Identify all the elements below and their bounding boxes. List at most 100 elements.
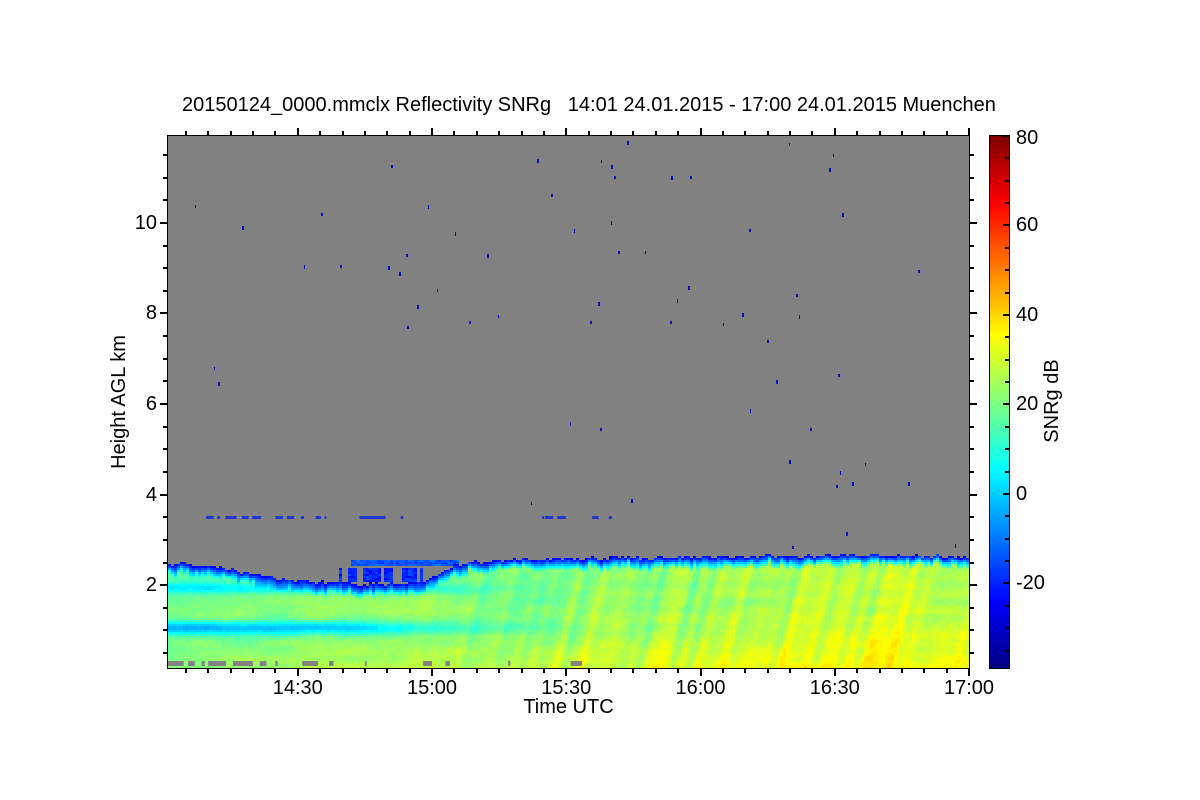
y-major-tick bbox=[970, 403, 977, 406]
colorbar-minor-tick bbox=[1005, 336, 1009, 339]
y-minor-tick bbox=[163, 199, 167, 202]
x-minor-tick bbox=[520, 131, 523, 135]
x-minor-tick bbox=[252, 669, 255, 673]
y-minor-tick bbox=[970, 244, 974, 247]
y-minor-tick bbox=[970, 199, 974, 202]
y-major-tick bbox=[970, 584, 977, 587]
y-minor-tick bbox=[163, 176, 167, 179]
x-minor-tick bbox=[744, 669, 747, 673]
x-minor-tick bbox=[498, 669, 501, 673]
y-major-tick bbox=[970, 221, 977, 224]
y-minor-tick bbox=[970, 538, 974, 541]
x-minor-tick bbox=[856, 669, 859, 673]
x-minor-tick bbox=[654, 669, 657, 673]
y-minor-tick bbox=[970, 516, 974, 519]
x-major-tick bbox=[833, 128, 836, 135]
x-minor-tick bbox=[341, 669, 344, 673]
x-minor-tick bbox=[945, 669, 948, 673]
x-tick-label: 16:00 bbox=[675, 677, 726, 699]
colorbar-major-tick bbox=[1003, 313, 1009, 316]
x-minor-tick bbox=[319, 131, 322, 135]
x-minor-tick bbox=[789, 131, 791, 135]
x-minor-tick bbox=[900, 131, 903, 135]
heatmap-canvas bbox=[168, 136, 969, 668]
y-major-tick bbox=[160, 312, 167, 315]
x-minor-tick bbox=[207, 669, 210, 673]
x-minor-tick bbox=[319, 669, 322, 673]
x-minor-tick bbox=[542, 669, 545, 673]
colorbar bbox=[989, 135, 1010, 669]
x-minor-tick bbox=[900, 669, 903, 673]
y-minor-tick bbox=[970, 448, 974, 451]
colorbar-major-tick bbox=[1003, 492, 1009, 495]
y-minor-tick bbox=[970, 380, 974, 383]
x-minor-tick bbox=[610, 131, 612, 135]
x-tick-label: 17:00 bbox=[943, 677, 995, 699]
x-minor-tick bbox=[856, 131, 859, 135]
x-major-tick bbox=[968, 669, 970, 676]
y-minor-tick bbox=[970, 357, 974, 360]
x-tick-label: 15:00 bbox=[406, 677, 458, 699]
x-minor-tick bbox=[811, 131, 814, 135]
y-major-tick bbox=[970, 493, 977, 496]
y-tick-label: 10 bbox=[134, 211, 157, 234]
x-major-tick bbox=[431, 669, 434, 676]
x-minor-tick bbox=[252, 131, 255, 135]
colorbar-minor-tick bbox=[1005, 627, 1009, 630]
x-minor-tick bbox=[274, 669, 277, 673]
colorbar-minor-tick bbox=[1005, 470, 1009, 473]
colorbar-minor-tick bbox=[1005, 381, 1009, 384]
x-minor-tick bbox=[408, 131, 411, 135]
x-minor-tick bbox=[923, 131, 926, 135]
colorbar-tick-label: 60 bbox=[1016, 214, 1039, 237]
x-minor-tick bbox=[520, 669, 523, 673]
y-minor-tick bbox=[163, 289, 167, 292]
x-major-tick bbox=[968, 128, 970, 135]
colorbar-minor-tick bbox=[1005, 269, 1009, 272]
x-major-tick bbox=[296, 128, 299, 135]
y-minor-tick bbox=[163, 629, 167, 632]
x-minor-tick bbox=[610, 669, 612, 673]
x-minor-tick bbox=[408, 669, 411, 673]
x-minor-tick bbox=[677, 131, 680, 135]
y-minor-tick bbox=[163, 244, 167, 247]
y-minor-tick bbox=[970, 176, 974, 179]
colorbar-minor-tick bbox=[1005, 202, 1009, 205]
colorbar-tick-label: 80 bbox=[1016, 127, 1039, 149]
colorbar-minor-tick bbox=[1005, 537, 1009, 540]
y-minor-tick bbox=[970, 154, 974, 157]
x-minor-tick bbox=[498, 131, 501, 135]
colorbar-minor-tick bbox=[1005, 560, 1009, 563]
y-minor-tick bbox=[970, 470, 974, 473]
colorbar-canvas bbox=[990, 136, 1009, 668]
y-minor-tick bbox=[163, 357, 167, 360]
x-minor-tick bbox=[766, 669, 769, 673]
y-minor-tick bbox=[163, 652, 167, 655]
y-minor-tick bbox=[163, 448, 167, 451]
x-minor-tick bbox=[475, 131, 478, 135]
y-tick-label: 6 bbox=[145, 393, 157, 416]
colorbar-minor-tick bbox=[1005, 448, 1009, 451]
x-major-tick bbox=[431, 128, 434, 135]
y-minor-tick bbox=[163, 267, 167, 270]
x-minor-tick bbox=[721, 131, 724, 135]
y-major-tick bbox=[970, 312, 977, 315]
x-tick-label: 14:30 bbox=[272, 677, 323, 699]
colorbar-tick-label: 0 bbox=[1016, 482, 1028, 505]
y-major-tick bbox=[160, 221, 167, 224]
x-minor-tick bbox=[878, 131, 881, 135]
y-minor-tick bbox=[163, 516, 167, 519]
x-minor-tick bbox=[229, 669, 232, 673]
colorbar-minor-tick bbox=[1005, 515, 1009, 518]
colorbar-minor-tick bbox=[1005, 604, 1009, 607]
x-minor-tick bbox=[632, 131, 635, 135]
colorbar-tick-label: -20 bbox=[1016, 572, 1045, 595]
x-axis-label: Time UTC bbox=[523, 696, 614, 718]
plot-title: 20150124_0000.mmclx Reflectivity SNRg 14… bbox=[182, 94, 996, 116]
colorbar-minor-tick bbox=[1005, 179, 1009, 182]
x-minor-tick bbox=[386, 669, 389, 673]
x-major-tick bbox=[833, 669, 836, 676]
x-major-tick bbox=[296, 669, 299, 676]
x-minor-tick bbox=[587, 669, 590, 673]
x-major-tick bbox=[699, 669, 702, 676]
